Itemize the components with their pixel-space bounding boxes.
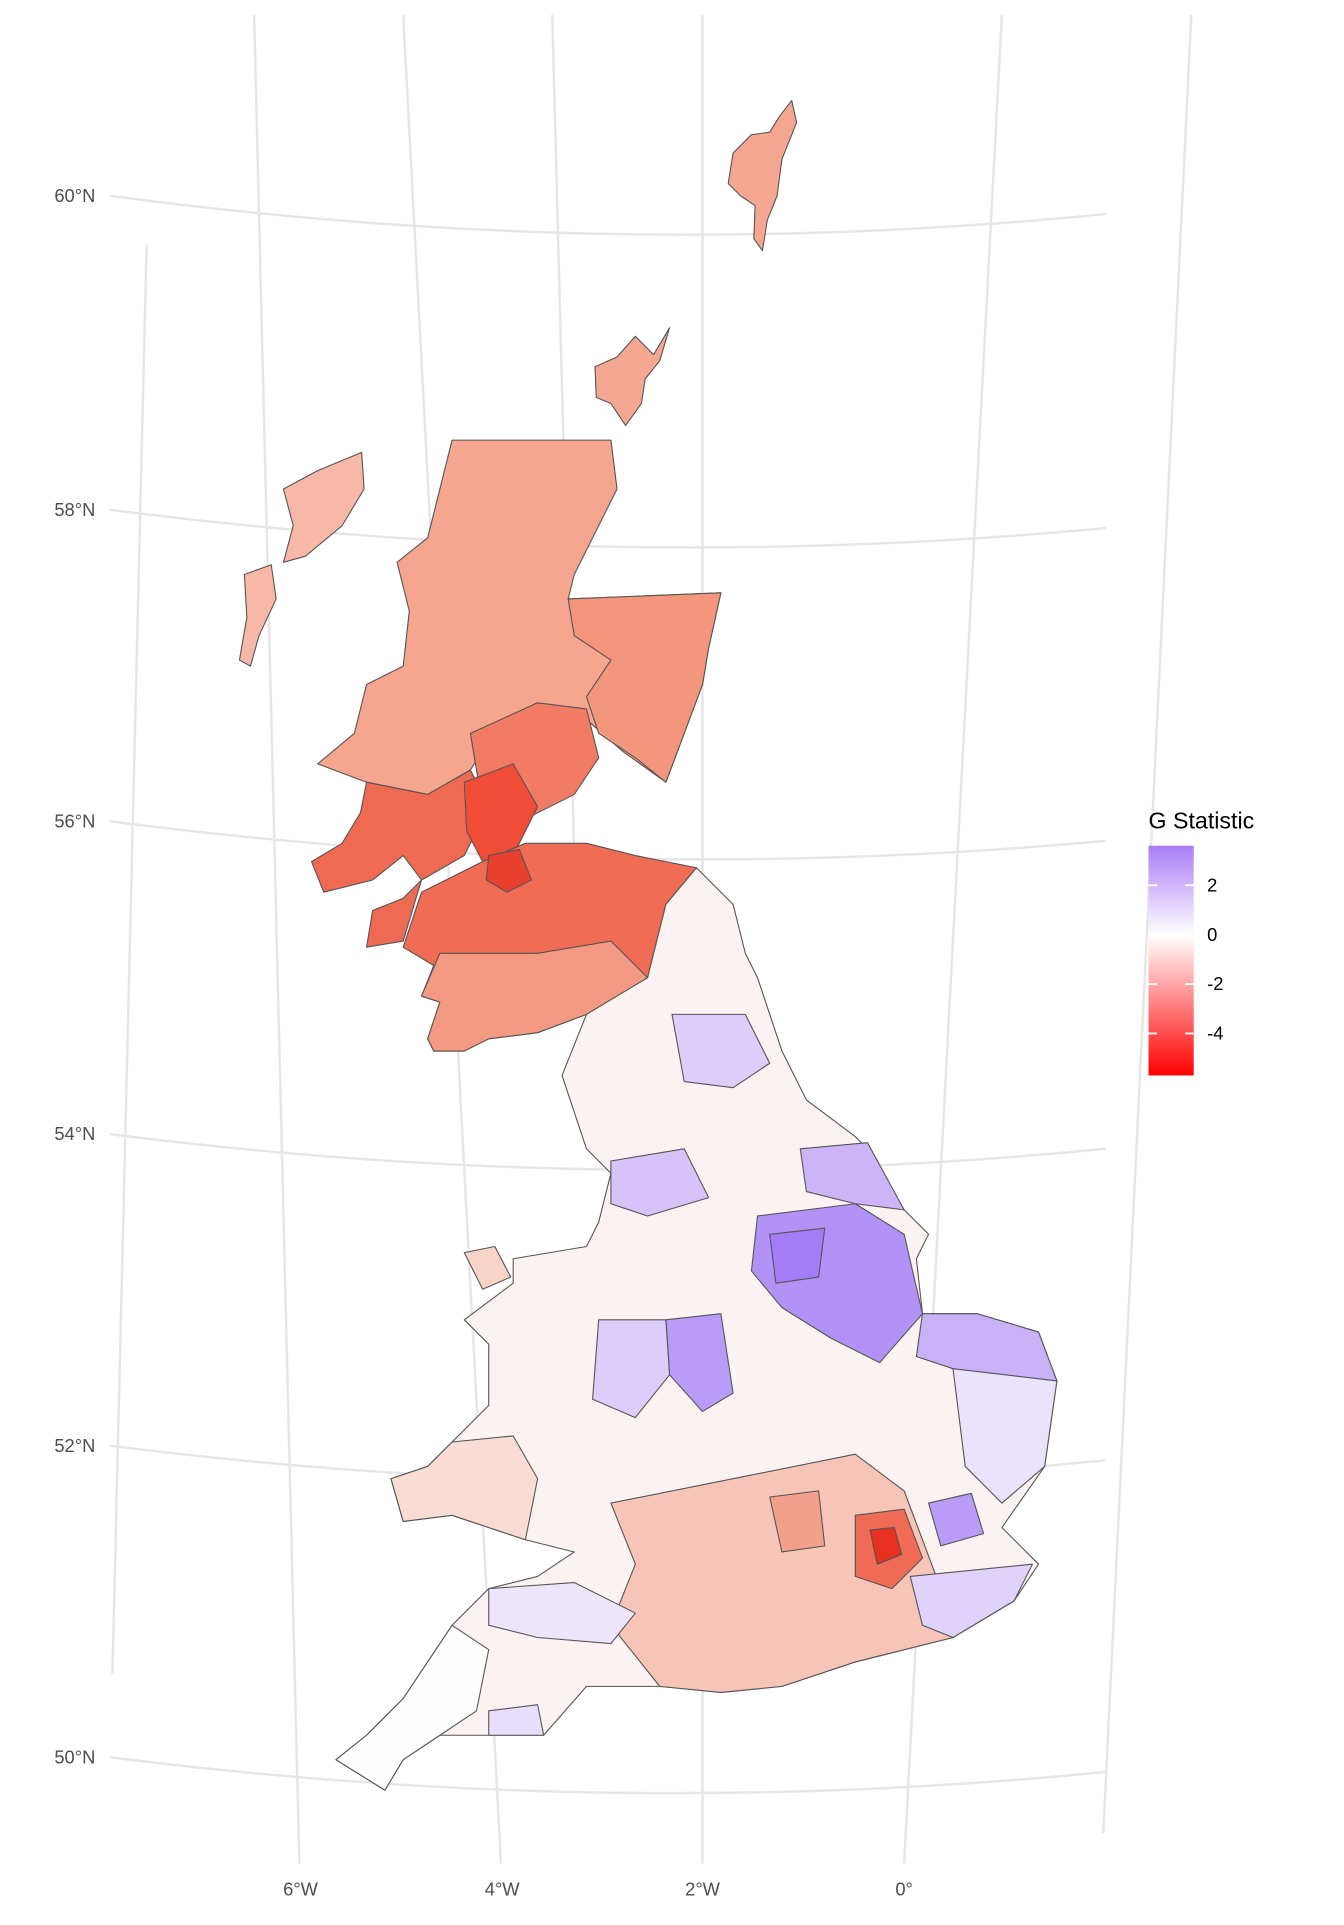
- region: [610, 1148, 710, 1217]
- lon-label: 0°: [895, 1878, 913, 1899]
- region: [928, 1492, 985, 1547]
- legend-tick-label: -4: [1207, 1023, 1223, 1044]
- region: [567, 592, 722, 783]
- region: [727, 99, 798, 252]
- region: [869, 1526, 903, 1565]
- legend: G Statistic 2 0 -2 -4: [1148, 808, 1255, 1076]
- lat-label: 56°N: [54, 810, 95, 831]
- lon-label: 2°W: [685, 1878, 721, 1899]
- regions: [238, 99, 1058, 1791]
- graticule-line: [1102, 14, 1193, 1834]
- region: [769, 1490, 826, 1553]
- graticule-line: [109, 508, 1106, 549]
- region: [485, 848, 533, 893]
- lat-label: 54°N: [54, 1123, 95, 1144]
- region: [488, 1704, 545, 1736]
- region: [594, 327, 671, 427]
- lat-label: 50°N: [54, 1746, 95, 1767]
- axis-labels: 60°N 58°N 56°N 54°N 52°N 50°N 6°W 4°W 2°W 0°: [54, 185, 913, 1899]
- legend-title: G Statistic: [1149, 808, 1255, 834]
- graticule-line: [109, 194, 1106, 236]
- region: [671, 1013, 771, 1089]
- legend-tick-label: 2: [1207, 874, 1217, 895]
- legend-tick-label: -2: [1207, 973, 1223, 994]
- region: [488, 1581, 636, 1645]
- region: [238, 564, 277, 667]
- region: [390, 1435, 539, 1541]
- lon-label: 6°W: [283, 1878, 319, 1899]
- region: [463, 1245, 512, 1290]
- region: [592, 1319, 671, 1419]
- region: [799, 1142, 905, 1211]
- graticule-line: [111, 244, 148, 1675]
- region: [909, 1563, 1033, 1639]
- legend-colorbar: [1148, 845, 1194, 1076]
- region: [769, 1227, 826, 1284]
- region: [282, 451, 365, 563]
- lat-label: 60°N: [54, 185, 95, 206]
- region: [952, 1368, 1058, 1504]
- graticule-line: [109, 1756, 1106, 1795]
- region: [335, 1624, 490, 1791]
- graticule-line: [252, 14, 301, 1864]
- region: [420, 940, 649, 1052]
- lon-label: 4°W: [485, 1878, 521, 1899]
- legend-tick-label: 0: [1207, 924, 1217, 945]
- lat-label: 52°N: [54, 1435, 95, 1456]
- lat-label: 58°N: [54, 499, 95, 520]
